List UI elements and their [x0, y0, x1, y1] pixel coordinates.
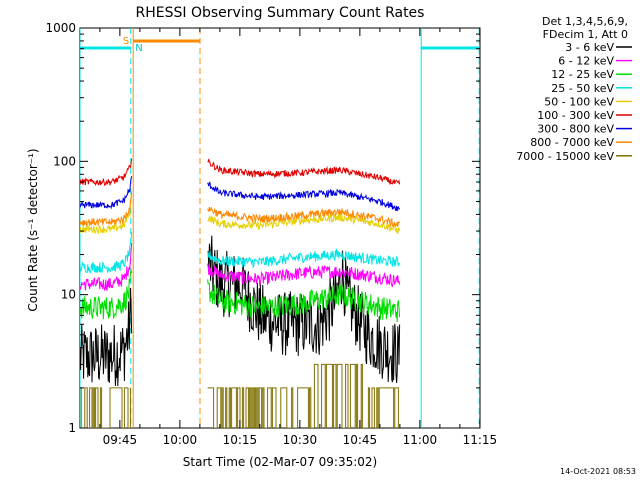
series-line-6-before-gap [80, 176, 133, 210]
legend-label: 300 - 800 keV [537, 123, 614, 136]
y-tick-label: 10 [61, 288, 76, 302]
series-line-1-before-gap [80, 242, 133, 292]
x-tick-label: 10:15 [223, 433, 258, 447]
axis-ticks: 09:45 10:00 10:15 10:30 10:45 11:00 11:15 1 10 10… [45, 21, 497, 447]
series-line-0-before-gap [80, 287, 133, 387]
series-line-5-before-gap [80, 158, 133, 187]
legend-label: 3 - 6 keV [565, 41, 614, 54]
series-line-5-after-gap [207, 158, 401, 185]
x-tick-label: 10:30 [283, 433, 318, 447]
series-line-8-after-gap [207, 363, 400, 428]
legend-label: 50 - 100 keV [544, 95, 614, 108]
series-line-7-after-gap [207, 207, 400, 228]
legend-label: 12 - 25 keV [551, 68, 614, 81]
legend-label: 100 - 300 keV [537, 109, 614, 122]
series-line-3-before-gap [80, 232, 133, 274]
plot-frame [79, 27, 481, 429]
legend-label: 7000 - 15000 keV [516, 150, 614, 163]
observing-markers: SN [80, 28, 480, 428]
series-line-6-after-gap [207, 181, 401, 212]
series-line-4-after-gap [207, 211, 401, 234]
night-label: N [135, 43, 142, 54]
y-tick-label: 1000 [45, 21, 76, 35]
legend: Det 1,3,4,5,6,9, FDecim 1, Att 0 3 - 6 k… [516, 15, 632, 163]
x-tick-label: 10:00 [163, 433, 198, 447]
chart-title: RHESSI Observing Summary Count Rates [136, 5, 425, 21]
legend-header-line-2: FDecim 1, Att 0 [543, 28, 628, 41]
footer-timestamp: 14-Oct-2021 08:53 [560, 467, 636, 476]
legend-header-line-1: Det 1,3,4,5,6,9, [542, 15, 628, 28]
legend-label: 25 - 50 keV [551, 82, 614, 95]
series-line-4-before-gap [80, 192, 133, 235]
series-line-2-after-gap [207, 279, 401, 323]
series-line-2-before-gap [80, 269, 133, 320]
series-line-1-after-gap [207, 263, 401, 288]
series-line-8-before-gap [80, 387, 131, 428]
series-line-0-after-gap [207, 235, 401, 384]
x-tick-label: 11:15 [463, 433, 498, 447]
x-tick-label: 09:45 [103, 433, 138, 447]
y-tick-label: 100 [53, 154, 76, 168]
series-line-7-before-gap [80, 191, 133, 227]
legend-label: 800 - 7000 keV [530, 136, 614, 149]
x-tick-label: 11:00 [403, 433, 438, 447]
x-tick-label: 10:45 [343, 433, 378, 447]
series-layer [80, 158, 401, 428]
y-axis-label: Count Rate (s⁻¹ detector⁻¹) [26, 148, 40, 311]
y-tick-label: 1 [68, 421, 76, 435]
series-line-3-after-gap [207, 247, 401, 269]
saa-label: S [123, 36, 129, 47]
x-axis-label: Start Time (02-Mar-07 09:35:02) [183, 455, 377, 469]
legend-label: 6 - 12 keV [558, 55, 614, 68]
